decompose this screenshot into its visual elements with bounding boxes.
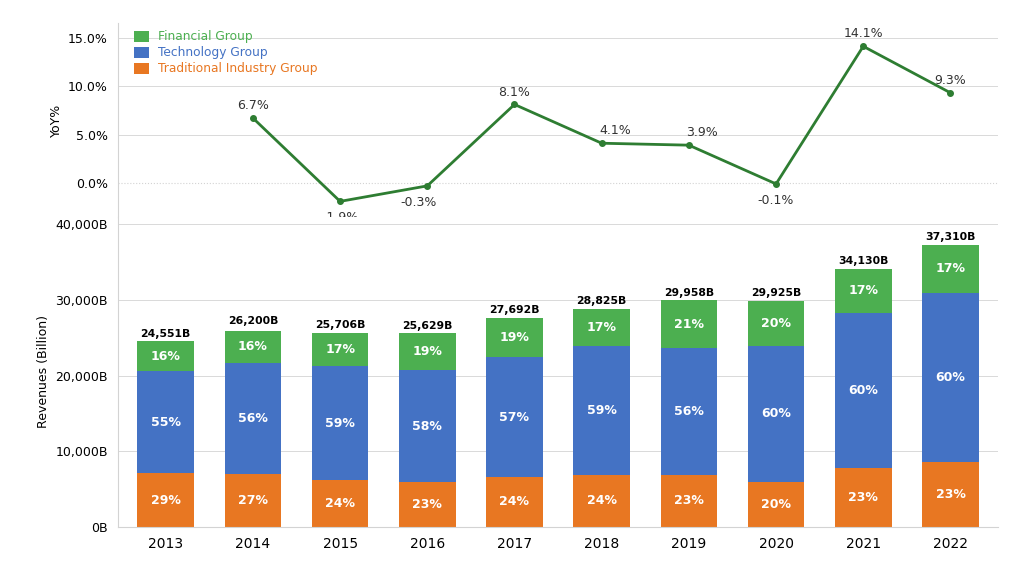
Bar <box>399 370 456 483</box>
Bar <box>573 346 630 475</box>
Bar <box>835 269 892 313</box>
Legend: Financial Group, Technology Group, Traditional Industry Group: Financial Group, Technology Group, Tradi… <box>133 29 319 77</box>
Text: 8.1%: 8.1% <box>499 86 530 98</box>
Text: 24%: 24% <box>325 497 355 510</box>
Bar <box>748 301 805 346</box>
Bar <box>660 475 717 527</box>
Text: 16%: 16% <box>238 340 268 353</box>
Text: 3.9%: 3.9% <box>686 126 718 139</box>
Y-axis label: Revenues (Billion): Revenues (Billion) <box>37 316 50 429</box>
Bar <box>137 473 195 527</box>
Text: 19%: 19% <box>500 331 529 344</box>
Text: 29,925B: 29,925B <box>751 288 801 298</box>
Text: -0.1%: -0.1% <box>758 194 795 207</box>
Text: 28,825B: 28,825B <box>577 296 627 306</box>
Text: 24,551B: 24,551B <box>140 329 190 339</box>
Bar <box>573 475 630 527</box>
Text: 17%: 17% <box>587 321 616 334</box>
Bar <box>835 468 892 527</box>
Bar <box>660 348 717 475</box>
Text: 23%: 23% <box>413 498 442 511</box>
Text: 60%: 60% <box>761 407 791 420</box>
Text: 6.7%: 6.7% <box>237 99 269 112</box>
Text: 59%: 59% <box>587 404 616 417</box>
Text: 17%: 17% <box>936 262 966 275</box>
Text: 25,629B: 25,629B <box>402 320 453 331</box>
Text: 56%: 56% <box>674 405 703 418</box>
Bar <box>835 313 892 468</box>
Text: -0.3%: -0.3% <box>400 196 437 209</box>
Text: 59%: 59% <box>326 416 355 430</box>
Bar <box>486 317 543 357</box>
Text: 9.3%: 9.3% <box>935 74 967 87</box>
Bar <box>311 366 369 480</box>
Text: 16%: 16% <box>151 350 180 363</box>
Y-axis label: YoY%: YoY% <box>49 103 62 137</box>
Text: 56%: 56% <box>238 411 268 425</box>
Text: 27%: 27% <box>238 494 268 507</box>
Text: 27,692B: 27,692B <box>489 305 540 315</box>
Text: 17%: 17% <box>848 285 879 297</box>
Text: 24%: 24% <box>587 494 616 507</box>
Text: 23%: 23% <box>674 494 703 507</box>
Text: 23%: 23% <box>936 488 966 501</box>
Text: 19%: 19% <box>413 345 442 358</box>
Text: 60%: 60% <box>936 371 966 384</box>
Bar <box>137 342 195 371</box>
Bar <box>311 332 369 366</box>
Text: 58%: 58% <box>413 420 442 433</box>
Text: 24%: 24% <box>500 495 529 509</box>
Text: 14.1%: 14.1% <box>844 28 883 40</box>
Text: 34,130B: 34,130B <box>838 256 889 266</box>
Text: 25,706B: 25,706B <box>315 320 366 330</box>
Bar <box>399 483 456 527</box>
Text: 57%: 57% <box>500 411 529 423</box>
Text: 26,200B: 26,200B <box>227 316 279 326</box>
Bar <box>137 371 195 473</box>
Text: -1.9%: -1.9% <box>322 211 358 224</box>
Text: 23%: 23% <box>848 491 879 504</box>
Text: 21%: 21% <box>674 318 703 331</box>
Text: 4.1%: 4.1% <box>599 124 631 138</box>
Bar <box>486 477 543 527</box>
Bar <box>660 301 717 348</box>
Text: 55%: 55% <box>151 416 180 429</box>
Bar <box>748 482 805 527</box>
Text: 37,310B: 37,310B <box>926 232 976 242</box>
Bar <box>311 480 369 527</box>
Bar <box>224 331 282 362</box>
Text: 20%: 20% <box>761 317 792 330</box>
Text: 17%: 17% <box>325 343 355 355</box>
Bar <box>224 473 282 527</box>
Bar <box>748 346 805 482</box>
Text: 29%: 29% <box>151 494 180 507</box>
Bar <box>922 245 979 293</box>
Bar <box>922 462 979 527</box>
Bar <box>573 309 630 346</box>
Text: 60%: 60% <box>848 384 879 397</box>
Bar <box>922 293 979 462</box>
Bar <box>399 333 456 370</box>
Bar <box>486 357 543 477</box>
Text: 29,958B: 29,958B <box>664 288 714 298</box>
Bar <box>224 362 282 473</box>
Text: 20%: 20% <box>761 498 792 511</box>
